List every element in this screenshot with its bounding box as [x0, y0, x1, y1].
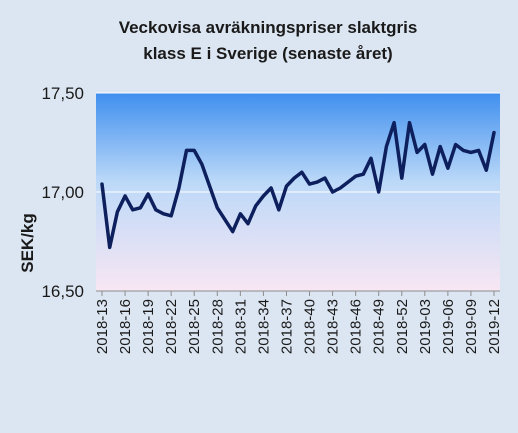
x-tick-label: 2018-37	[278, 299, 295, 354]
x-tick-label: 2018-19	[140, 299, 157, 354]
x-tick-label: 2018-31	[232, 299, 249, 354]
x-tick-label: 2019-06	[440, 299, 457, 354]
x-axis-ticks: 2018-13 2018-16 2018-19 2018-22 2018-25 2018-…	[94, 291, 503, 354]
y-axis-label: SEK/kg	[18, 213, 37, 273]
x-tick-label: 2018-34	[255, 299, 272, 354]
price-line	[100, 120, 496, 250]
x-tick-label: 2019-12	[486, 299, 503, 354]
x-tick-label: 2018-22	[163, 299, 180, 354]
x-tick-label: 2018-52	[394, 299, 411, 354]
x-tick-label: 2019-03	[417, 299, 434, 354]
y-tick-label: 17,00	[41, 183, 84, 202]
x-tick-label: 2018-49	[371, 299, 388, 354]
x-tick-label: 2018-40	[302, 299, 319, 354]
x-tick-label: 2018-25	[186, 299, 203, 354]
y-axis-ticks: 17,50 17,00 16,50	[41, 84, 84, 301]
x-tick-label: 2019-09	[463, 299, 480, 354]
y-tick-label: 17,50	[41, 84, 84, 103]
x-tick-label: 2018-46	[348, 299, 365, 354]
x-tick-label: 2018-28	[209, 299, 226, 354]
y-tick-label: 16,50	[41, 282, 84, 301]
chart-title-line-2: klass E i Sverige (senaste året)	[143, 44, 392, 63]
chart-title-line-1: Veckovisa avräkningspriser slaktgris	[119, 18, 418, 37]
x-tick-label: 2018-16	[117, 299, 134, 354]
x-tick-label: 2018-43	[325, 299, 342, 354]
x-tick-label: 2018-13	[94, 299, 111, 354]
